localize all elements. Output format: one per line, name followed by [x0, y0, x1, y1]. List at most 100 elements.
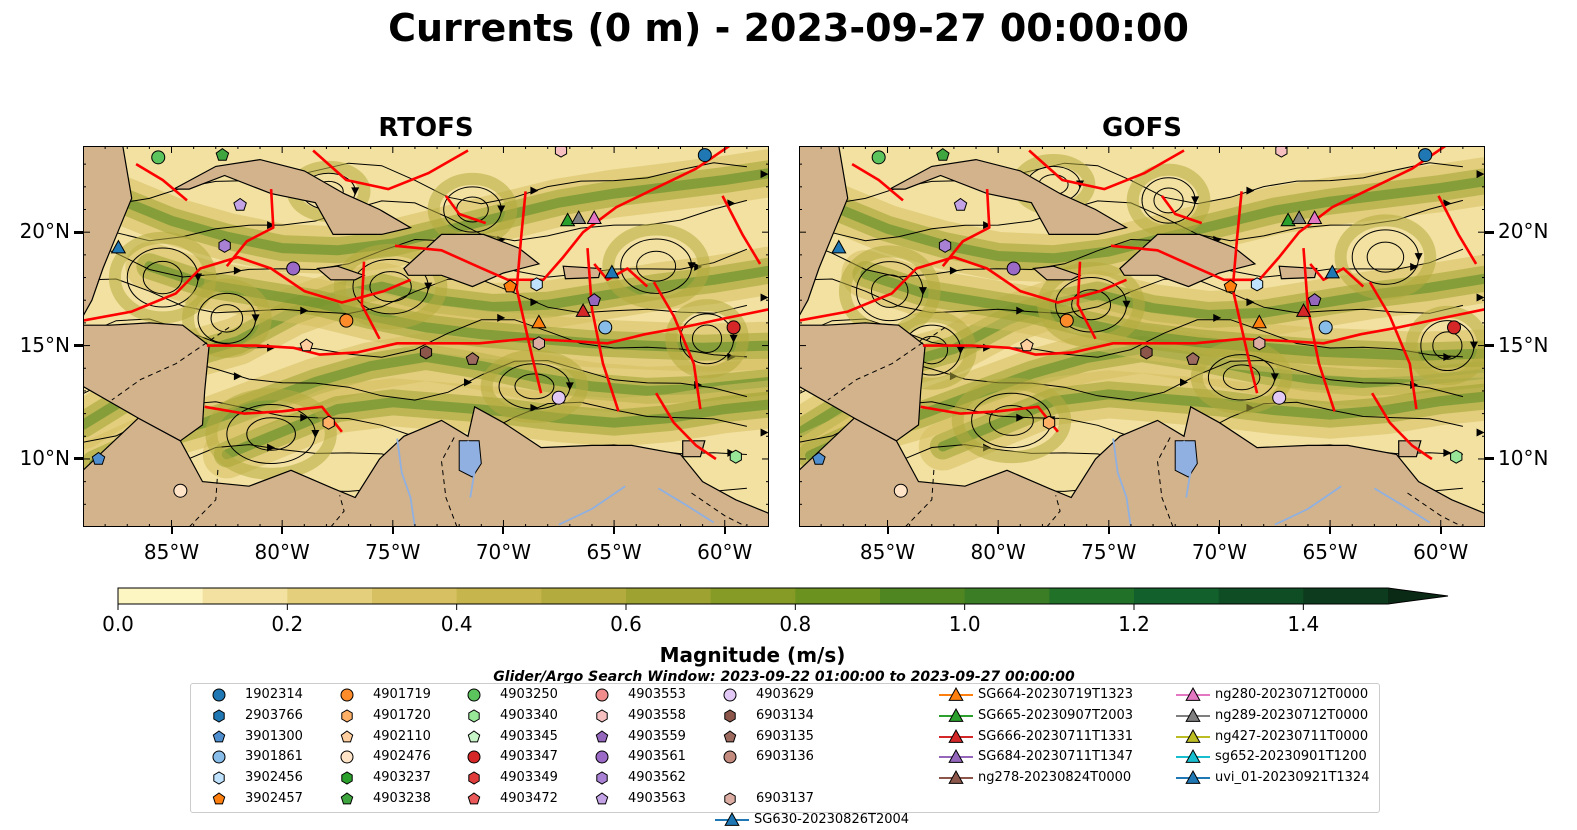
eddy-streamline [989, 404, 1034, 436]
legend-label: ng289-20230712T0000 [1215, 707, 1369, 723]
rtofs-map [83, 146, 769, 527]
x-tick-label: 70°W [1191, 540, 1248, 564]
legend-triangle-icon [1185, 707, 1201, 722]
country-border [1407, 492, 1464, 527]
eez-boundary [135, 162, 188, 202]
legend-label: 4903250 [500, 687, 558, 702]
legend-label: 6903136 [756, 749, 814, 765]
colorbar-outline [117, 587, 1449, 605]
x-tick-mark [1439, 527, 1442, 534]
marker-4903347 [726, 320, 741, 335]
colorbar-segment [287, 588, 373, 604]
colorbar-segment [1049, 588, 1135, 604]
x-tick-mark [170, 527, 173, 534]
marker-4903347 [1447, 320, 1462, 335]
y-tick-mark [1485, 230, 1494, 234]
legend-marker-triangle-icon [715, 811, 749, 826]
observation-markers [812, 146, 1463, 498]
legend-label: ng280-20230712T0000 [1215, 687, 1369, 702]
marker-6903137 [1253, 336, 1266, 351]
y-tick-label-left: 15°N [19, 332, 70, 357]
x-tick-label: 80°W [254, 540, 310, 564]
legend-marker-triangle-icon [1176, 686, 1210, 701]
river [396, 438, 416, 527]
streamline-arrow [267, 221, 276, 230]
streamline-arrow [497, 205, 506, 214]
colorbar-segment [118, 588, 204, 604]
marker-4903562 [938, 238, 952, 253]
river [657, 487, 715, 524]
marker-4901719 [339, 313, 354, 328]
yucatan-land [83, 146, 133, 318]
y-tick-mark [74, 344, 83, 348]
legend-label: SG666-20230711T1331 [978, 728, 1134, 744]
eez-boundary [204, 405, 343, 433]
eez-boundary [851, 162, 904, 202]
legend-label: SG665-20230907T2003 [978, 707, 1134, 723]
legend-label: 3901861 [245, 749, 303, 765]
marker-4903629 [1272, 390, 1287, 405]
legend-marker-pentagon-icon [340, 729, 354, 742]
streamline-arrow [983, 221, 992, 230]
observation-legend: 1902314 2903766 3901300 3901861 3902456 39024… [190, 683, 1380, 827]
eez-boundary [941, 189, 991, 268]
lake-maracaibo [1174, 440, 1198, 478]
legend-label: 4903237 [373, 770, 431, 786]
streamline-arrow [760, 170, 769, 179]
colorbar-tick-label: 0.8 [779, 612, 812, 636]
legend-label: 4903238 [373, 791, 431, 806]
legend-label: 4903347 [500, 749, 558, 765]
legend-marker-pentagon-icon [467, 792, 481, 805]
marker-3902456 [530, 277, 543, 292]
legend-label: 3902456 [245, 770, 303, 786]
marker-SG665-20230907T2003 [1280, 212, 1296, 227]
central-america-land [83, 322, 210, 442]
legend-label: 3901300 [245, 728, 303, 744]
marker-SG664-20230719T1323 [531, 314, 547, 329]
eddy-streamline [1432, 331, 1463, 360]
marker-4903340 [1450, 449, 1463, 464]
colorbar-label: Magnitude (m/s) [659, 643, 846, 667]
legend-hexagon-icon [468, 771, 480, 785]
eez-boundary [360, 261, 381, 340]
x-tick-mark [391, 527, 394, 534]
marker-3902457 [1223, 279, 1238, 293]
streamline-arrow [918, 287, 927, 296]
legend-marker-hexagon-icon [724, 709, 736, 723]
streamline-arrow [1213, 313, 1222, 322]
streamline-arrow [1443, 448, 1452, 457]
legend-marker-circle-icon [340, 688, 354, 702]
colorbar-segment [964, 588, 1050, 604]
marker-6903135 [465, 352, 480, 365]
eez-boundary [225, 189, 275, 268]
marker-3901300 [812, 451, 826, 465]
colorbar-segment [202, 588, 288, 604]
x-tick-mark [723, 527, 726, 534]
colorbar-tick-label: 1.0 [948, 612, 981, 636]
x-tick-label: 85°W [143, 540, 200, 564]
marker-4903340 [729, 449, 742, 464]
marker-4903559 [587, 293, 601, 306]
y-tick-mark [74, 230, 83, 234]
legend-label: 4903340 [500, 707, 558, 723]
trinidad-land [682, 440, 706, 458]
marker-4902110 [1020, 338, 1034, 352]
eddy-field [205, 388, 337, 480]
eez-boundary [1076, 261, 1097, 340]
central-america-land [799, 322, 926, 442]
south-america-land [799, 405, 1485, 527]
legend-marker-hexagon-icon [468, 771, 480, 785]
x-tick-label: 75°W [365, 540, 421, 564]
streamline-arrow [1122, 300, 1131, 309]
map-frame [799, 146, 1485, 527]
marker-6903135 [1186, 352, 1200, 365]
marker-4903238 [936, 147, 950, 161]
gofs-map [799, 146, 1485, 527]
legend-marker-circle-icon [212, 688, 226, 702]
streamline-arrow [351, 187, 360, 196]
river [1274, 485, 1342, 526]
eddy-field [108, 231, 217, 324]
eddy-streamline [514, 373, 555, 400]
landmasses [799, 146, 1485, 527]
eez-boundary [312, 149, 469, 191]
